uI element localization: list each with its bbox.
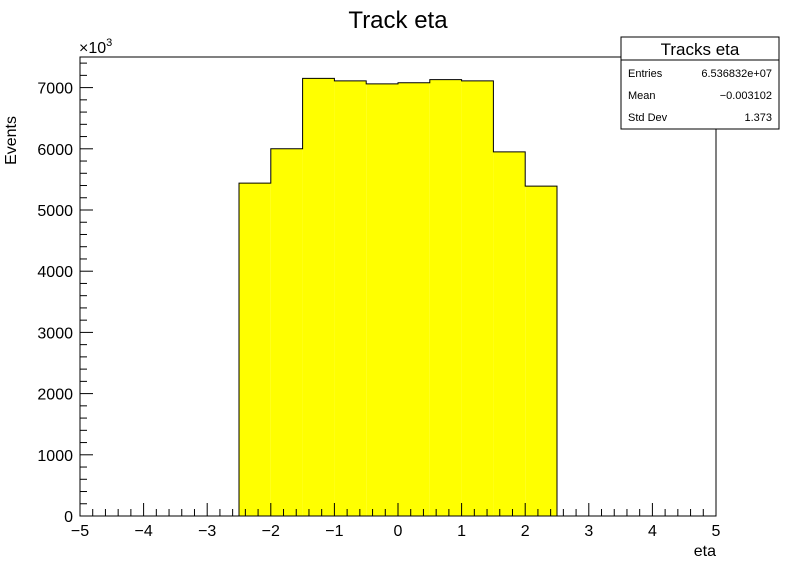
x-tick-label: −5	[71, 523, 89, 540]
x-tick-label: −4	[134, 523, 152, 540]
x-tick-label: 1	[457, 523, 466, 540]
x-tick-label: 4	[648, 523, 657, 540]
y-tick-label: 1000	[37, 448, 73, 465]
histogram-bar	[493, 151, 526, 517]
stats-stddev-value: 1.373	[744, 112, 772, 124]
stats-box-frame	[620, 36, 780, 130]
y-tick-label: 4000	[37, 264, 73, 281]
x-tick-label: −1	[325, 523, 343, 540]
y-tick-label: 6000	[37, 142, 73, 159]
y-axis-multiplier: ×103	[79, 37, 112, 57]
histogram-bar	[461, 80, 494, 517]
histogram-outline	[238, 77, 558, 516]
y-tick-label: 0	[64, 509, 73, 526]
x-tick-label: 3	[584, 523, 593, 540]
x-tick-label: 2	[521, 523, 530, 540]
x-axis-ticks	[79, 503, 717, 516]
x-tick-label: −2	[262, 523, 280, 540]
histogram-bar	[239, 183, 271, 516]
x-tick-label: 5	[712, 523, 721, 540]
stats-mean-label: Mean	[628, 90, 656, 102]
x-axis-tick-labels: −5 −4 −3 −2 −1 0 1 2 3 4 5	[71, 523, 721, 540]
histogram-bars	[238, 77, 558, 517]
histogram-bar	[525, 186, 557, 516]
y-axis-ticks	[80, 62, 93, 517]
histogram-bar	[302, 78, 335, 517]
x-tick-label: −3	[198, 523, 216, 540]
chart-title: Track eta	[348, 7, 448, 34]
histogram-bar	[270, 148, 303, 517]
stats-box-title: Tracks eta	[661, 40, 740, 59]
histogram-bar	[398, 82, 430, 516]
y-tick-label: 3000	[37, 325, 73, 342]
x-axis-label: eta	[694, 543, 716, 560]
stats-entries-label: Entries	[628, 68, 663, 80]
histogram-bar	[429, 79, 462, 517]
y-tick-label: 7000	[37, 81, 73, 98]
histogram-bar	[334, 80, 367, 517]
stats-stddev-label: Std Dev	[628, 112, 668, 124]
y-axis-label: Events	[3, 116, 20, 165]
stats-box: Tracks eta Entries 6.536832e+07 Mean −0.…	[620, 36, 780, 130]
y-tick-label: 5000	[37, 203, 73, 220]
x-tick-label: 0	[394, 523, 403, 540]
y-axis-tick-labels: 0 1000 2000 3000 4000 5000 6000 7000	[37, 81, 73, 526]
histogram-bar	[366, 83, 398, 516]
stats-entries-value: 6.536832e+07	[701, 68, 772, 80]
stats-mean-value: −0.003102	[720, 90, 772, 102]
y-tick-label: 2000	[37, 387, 73, 404]
